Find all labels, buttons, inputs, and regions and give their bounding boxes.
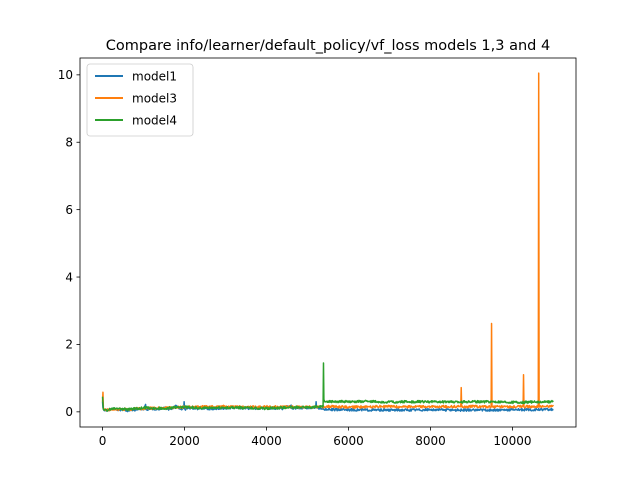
legend-box [86,63,194,137]
y-tick-label: 4 [65,270,73,284]
x-tick-label: 2000 [169,434,200,448]
plot-area-frame [79,57,577,428]
y-tick-label: 6 [65,203,73,217]
chart-title: Compare info/learner/default_policy/vf_l… [106,38,550,54]
legend-label-model3: model3 [132,91,177,105]
legend-label-model1: model1 [132,69,177,83]
series-layer [101,72,554,413]
y-tick-label: 2 [65,338,73,352]
legend: model1 model3 model4 [86,63,194,137]
axes-layer: 0 2000 4000 6000 8000 10000 0 2 4 6 8 10 [58,57,577,448]
x-tick-label: 0 [99,434,107,448]
y-tick-label: 0 [65,405,73,419]
x-tick-label: 8000 [415,434,446,448]
x-tick-label: 6000 [333,434,364,448]
series-line-model4 [101,362,554,412]
y-tick-label: 8 [65,136,73,150]
legend-label-model4: model4 [132,113,177,127]
x-tick-label: 10000 [493,434,531,448]
y-tick-label: 10 [58,68,73,82]
x-tick-label: 4000 [251,434,282,448]
